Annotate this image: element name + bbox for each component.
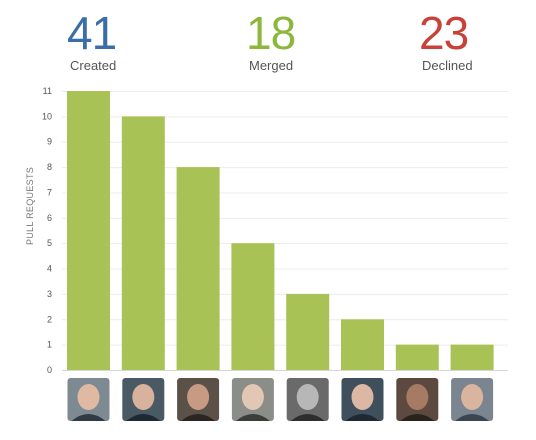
bar-user-2[interactable] <box>121 116 165 371</box>
created-label: Created <box>70 58 117 73</box>
y-tick-label: 0 <box>47 365 52 375</box>
bars <box>67 91 494 371</box>
stat-declined: 23 Declined <box>419 8 536 73</box>
avatar-icon[interactable] <box>67 378 110 421</box>
y-tick-label: 3 <box>47 289 52 299</box>
y-tick-label: 5 <box>47 238 52 248</box>
y-tick-label: 1 <box>47 340 52 350</box>
merged-label: Merged <box>249 58 294 73</box>
bar-user-1[interactable] <box>67 91 110 370</box>
declined-count: 23 <box>419 7 469 59</box>
avatar-icon[interactable] <box>451 378 494 421</box>
y-tick-label: 6 <box>47 213 52 223</box>
y-axis-label: PULL REQUESTS <box>25 167 35 245</box>
bar-user-6[interactable] <box>341 319 384 370</box>
declined-label: Declined <box>422 58 473 73</box>
bar-user-4[interactable] <box>231 243 275 370</box>
bar-user-3[interactable] <box>176 167 220 370</box>
avatar-row <box>67 378 494 421</box>
y-tick-label: 11 <box>43 86 52 96</box>
bar-user-5[interactable] <box>286 293 330 370</box>
y-tick-label: 4 <box>47 264 52 274</box>
stat-created: 41 Created <box>67 8 187 73</box>
y-tick-label: 2 <box>47 314 52 324</box>
merged-count: 18 <box>246 7 296 59</box>
avatar-icon[interactable] <box>396 378 439 421</box>
avatar-icon[interactable] <box>122 378 165 421</box>
stat-merged: 18 Merged <box>246 8 366 73</box>
y-tick-label: 7 <box>47 187 52 197</box>
avatar-icon[interactable] <box>286 378 329 421</box>
avatar-icon[interactable] <box>341 378 384 421</box>
bar-user-8[interactable] <box>450 344 494 370</box>
y-axis-ticks: 0 1 2 3 4 5 6 7 8 9 10 11 <box>42 86 52 375</box>
avatar-icon[interactable] <box>177 378 220 421</box>
bar-user-7[interactable] <box>395 344 439 370</box>
y-tick-label: 9 <box>47 137 52 147</box>
y-tick-label: 8 <box>47 162 52 172</box>
y-tick-label: 10 <box>42 111 52 121</box>
created-count: 41 <box>67 7 117 59</box>
avatar-icon[interactable] <box>231 378 274 421</box>
